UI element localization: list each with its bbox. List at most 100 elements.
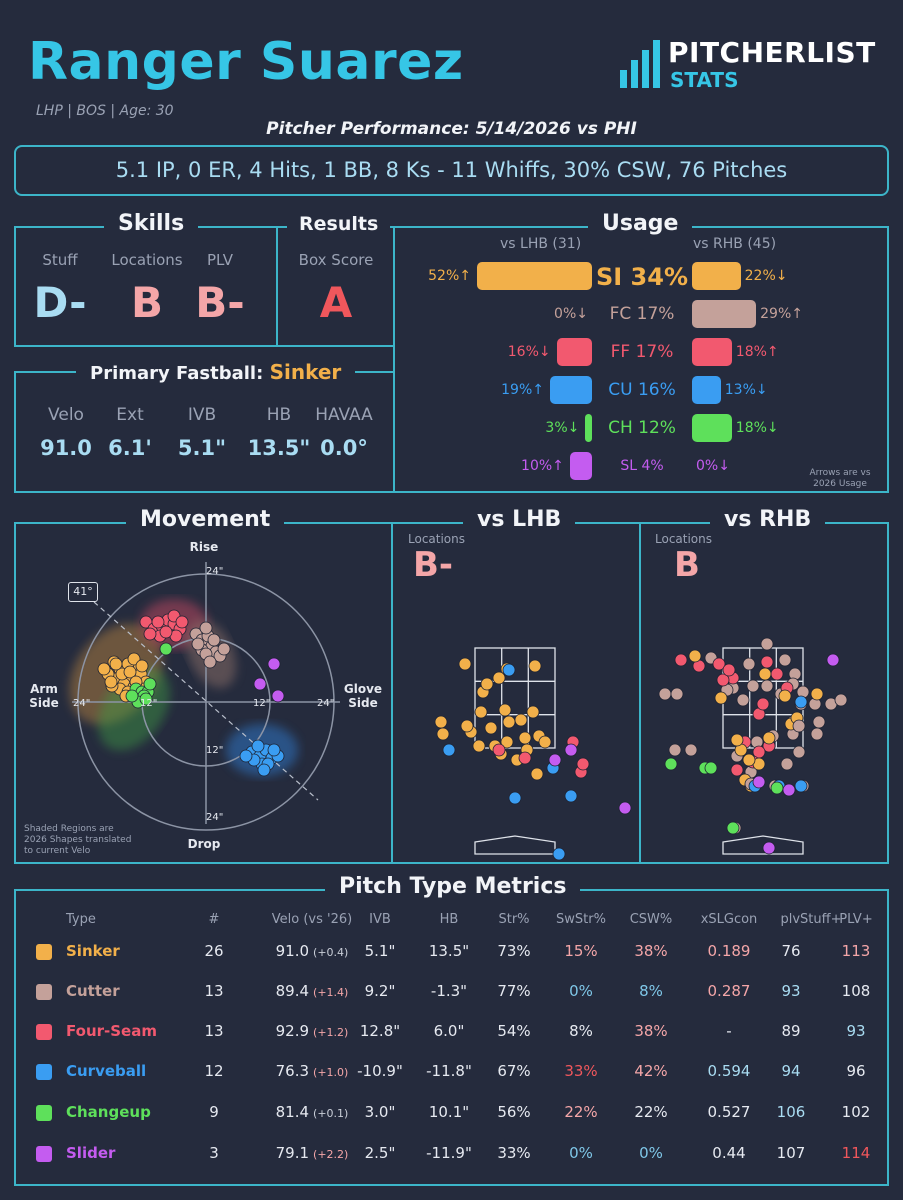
usage-lhb-bar <box>569 452 592 480</box>
pitch-dot <box>770 781 784 795</box>
metrics-ivb: 5.1" <box>364 942 396 960</box>
brand-title: PITCHERLIST <box>668 36 876 69</box>
pitch-dot <box>151 615 165 629</box>
metrics-ivb: 12.8" <box>359 1022 401 1040</box>
pitch-dot <box>812 715 826 729</box>
usage-rhb-value: 22%↓ <box>744 268 788 284</box>
pitch-swatch <box>36 944 52 960</box>
pitch-dot <box>199 621 213 635</box>
usage-lhb-value: 52%↑ <box>428 268 471 284</box>
pitch-dot <box>139 692 153 706</box>
usage-rhb-value: 0%↓ <box>696 458 730 474</box>
skill-grade-locations: B <box>130 278 163 327</box>
usage-note-line1: Arrows are vs <box>809 468 871 478</box>
pitch-dot <box>762 841 776 855</box>
metrics-stuff: 106 <box>776 1103 806 1121</box>
pitch-dot <box>518 751 532 765</box>
metrics-type: Curveball <box>66 1062 147 1080</box>
pitch-dot <box>217 642 231 656</box>
metrics-xslg: 0.594 <box>707 1062 751 1080</box>
game-line: 5.1 IP, 0 ER, 4 Hits, 1 BB, 8 Ks - 11 Wh… <box>115 158 788 182</box>
pitch-dot <box>758 667 772 681</box>
metrics-hb: -11.8" <box>426 1062 472 1080</box>
metrics-type: Sinker <box>66 942 120 960</box>
fastball-label-ext: Ext <box>116 405 144 425</box>
pitch-dot <box>502 663 516 677</box>
pitch-dot <box>726 821 740 835</box>
metrics-plv: 114 <box>841 1144 871 1162</box>
usage-lhb-bar <box>549 376 592 404</box>
pitch-dot <box>175 615 189 629</box>
glove-side-label: Glove Side <box>340 682 386 710</box>
pitch-dot <box>752 775 766 789</box>
ring-label-12-right: 12" <box>253 698 271 709</box>
brand-subtitle: STATS <box>670 68 739 92</box>
pitch-dot <box>576 757 590 771</box>
metrics-velo: 79.1 (+2.2) <box>252 1144 372 1162</box>
pitch-dot <box>704 761 718 775</box>
usage-note-line2: 2026 Usage <box>813 479 867 489</box>
metrics-csw: 8% <box>639 982 663 1000</box>
metrics-velo-value: 91.0 <box>275 942 310 960</box>
pitch-swatch <box>36 1024 52 1040</box>
rhb-location-plot <box>658 637 848 855</box>
note-line-1: Shaded Regions are <box>24 824 114 834</box>
metrics-swstr: 15% <box>564 942 598 960</box>
glove-label-2: Side <box>348 696 378 710</box>
metrics-type: Four-Seam <box>66 1022 157 1040</box>
pitch-dot <box>109 657 123 671</box>
pitch-dot <box>684 743 698 757</box>
pitcher-meta: LHP | BOS | Age: 30 <box>36 103 174 119</box>
metrics-header-1: # <box>208 912 220 927</box>
ring-label-24-top: 24" <box>206 566 224 577</box>
fastball-value-havaa: 0.0° <box>320 436 368 460</box>
brand-logo: PITCHERLIST STATS <box>618 36 888 92</box>
skill-label-stuff: Stuff <box>42 251 78 269</box>
metrics-count: 3 <box>209 1144 219 1162</box>
pitch-dot <box>434 715 448 729</box>
pitch-dot <box>782 783 796 797</box>
skill-label-plv: PLV <box>206 251 233 269</box>
pitch-dot <box>125 689 139 703</box>
metrics-count: 12 <box>204 1062 224 1080</box>
usage-pitch-label: FF 17% <box>610 342 674 362</box>
pitch-dot <box>756 697 770 711</box>
pitch-dot <box>191 637 205 651</box>
metrics-xslg: 0.189 <box>707 942 751 960</box>
usage-rhb-bar <box>692 300 757 328</box>
usage-rhb-value: 18%↑ <box>735 344 779 360</box>
metrics-velo: 92.9 (+1.2) <box>252 1022 372 1040</box>
rhb-points <box>658 637 848 855</box>
metrics-xslg: 0.44 <box>712 1144 746 1162</box>
ring-label-12-left: 12" <box>140 698 158 709</box>
skills-results-panel <box>14 226 393 347</box>
pitch-dot <box>714 691 728 705</box>
pitch-dot <box>792 719 806 733</box>
lhb-points <box>434 657 632 861</box>
metrics-hb: 6.0" <box>433 1022 465 1040</box>
usage-pitch-label: CH 12% <box>608 418 676 438</box>
pitch-dot <box>514 713 528 727</box>
metrics-velo-delta: (+1.2) <box>313 1026 349 1039</box>
pitch-dot <box>472 739 486 753</box>
fastball-label-ivb: IVB <box>187 405 217 425</box>
rise-label: Rise <box>189 540 219 554</box>
pitch-dot <box>271 689 285 703</box>
metrics-csw: 38% <box>634 942 668 960</box>
metrics-stuff: 89 <box>781 1022 801 1040</box>
metrics-stuff: 107 <box>776 1144 806 1162</box>
pitch-dot <box>436 727 450 741</box>
pitch-dot <box>500 735 514 749</box>
pitch-dot <box>770 667 784 681</box>
pitch-dot <box>251 739 265 753</box>
lhb-locations-grade: B- <box>413 545 454 585</box>
metrics-csw: 22% <box>634 1103 668 1121</box>
box-score-label: Box Score <box>298 251 374 269</box>
pitch-dot <box>730 733 744 747</box>
metrics-plv: 108 <box>841 982 871 1000</box>
fastball-panel <box>14 371 393 493</box>
pitch-dot <box>239 749 253 763</box>
pitch-dot <box>778 689 792 703</box>
fastball-title-label: Primary Fastball: <box>90 363 264 384</box>
pitch-dot <box>498 703 512 717</box>
